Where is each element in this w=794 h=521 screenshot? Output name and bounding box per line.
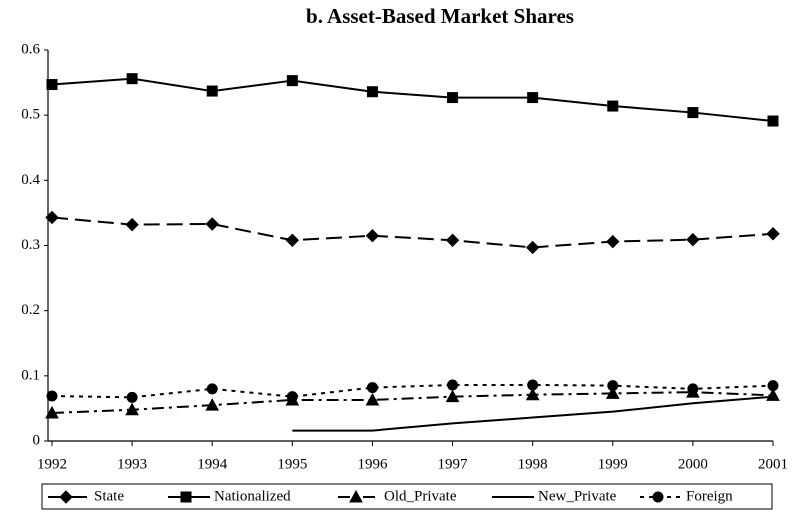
legend-label: Nationalized (214, 488, 291, 504)
x-tick-label: 2000 (678, 456, 708, 472)
y-tick-label: 0.5 (21, 107, 40, 123)
marker (767, 115, 779, 127)
legend-label: New_Private (538, 488, 617, 504)
x-tick-label: 1998 (518, 456, 548, 472)
marker (525, 240, 540, 255)
x-tick-label: 1996 (357, 456, 388, 472)
x-tick-label: 1992 (37, 456, 67, 472)
marker (686, 232, 700, 247)
marker (46, 390, 58, 402)
marker (606, 234, 620, 249)
x-tick-label: 2001 (758, 456, 788, 472)
y-tick-label: 0.2 (21, 302, 40, 318)
x-tick-label: 1994 (197, 456, 228, 472)
legend-marker (349, 489, 363, 503)
marker (206, 85, 218, 97)
marker (46, 79, 58, 91)
marker (365, 229, 380, 243)
marker (605, 386, 620, 399)
marker (125, 217, 139, 232)
marker (45, 405, 59, 419)
marker (525, 387, 540, 401)
marker (126, 73, 138, 85)
y-tick-label: 0.3 (21, 237, 40, 253)
y-tick-label: 0.6 (21, 41, 40, 57)
marker (365, 392, 380, 406)
y-tick-label: 0 (33, 432, 41, 448)
marker (687, 383, 699, 395)
x-tick-label: 1995 (277, 456, 307, 472)
marker (447, 92, 459, 104)
marker (366, 382, 378, 394)
legend-label: Old_Private (384, 488, 457, 504)
series-line (51, 77, 774, 123)
marker (687, 107, 699, 119)
x-tick-label: 1999 (598, 456, 628, 472)
marker (205, 398, 220, 411)
series-line (51, 391, 774, 414)
marker (445, 233, 460, 247)
series-line (51, 383, 774, 399)
y-tick-label: 0.4 (21, 172, 40, 188)
marker (527, 379, 539, 391)
legend-marker (180, 491, 192, 503)
legend-box (41, 483, 773, 510)
marker (285, 233, 300, 247)
marker (206, 383, 218, 395)
x-tick-label: 1997 (438, 456, 469, 472)
marker (45, 210, 59, 225)
series-line (51, 216, 774, 249)
marker (527, 92, 539, 104)
legend-label: State (94, 488, 124, 504)
y-tick-label: 0.1 (21, 367, 40, 383)
marker (445, 389, 460, 403)
marker (286, 391, 298, 403)
marker (766, 227, 780, 241)
legend-marker (59, 490, 73, 504)
marker (125, 402, 139, 416)
chart-title: b. Asset-Based Market Shares (306, 4, 574, 28)
marker (607, 100, 619, 112)
marker (205, 217, 219, 231)
marker (286, 75, 298, 87)
marker (607, 380, 619, 392)
marker (767, 380, 779, 392)
legend-label: Foreign (686, 488, 733, 504)
x-tick-label: 1993 (117, 456, 147, 472)
marker (447, 379, 459, 391)
legend-marker (652, 491, 664, 503)
marker (126, 391, 138, 403)
marker (366, 86, 378, 98)
series-line (292, 395, 774, 432)
